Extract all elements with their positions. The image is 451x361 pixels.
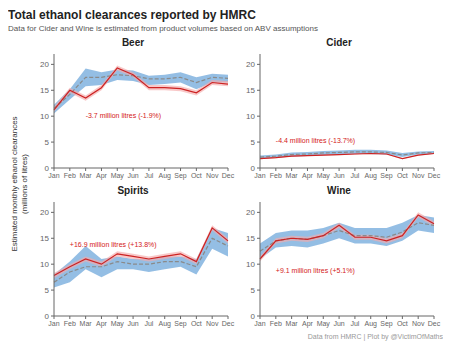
svg-text:May: May	[111, 320, 125, 328]
svg-text:Mar: Mar	[80, 320, 93, 327]
svg-text:Nov: Nov	[206, 320, 219, 327]
svg-text:Jul: Jul	[144, 172, 153, 179]
svg-text:Aug: Aug	[364, 320, 377, 328]
svg-text:0: 0	[45, 312, 50, 321]
svg-text:Dec: Dec	[222, 172, 235, 179]
svg-text:Jul: Jul	[350, 320, 359, 327]
svg-text:Feb: Feb	[270, 320, 282, 327]
svg-text:15: 15	[40, 86, 49, 95]
svg-text:5: 5	[251, 138, 256, 147]
svg-text:Dec: Dec	[222, 320, 235, 327]
html-text:Data for Cider and Wine is est: Data for Cider and Wine is estimated fro…	[8, 24, 318, 33]
svg-text:5: 5	[251, 286, 256, 295]
svg-text:Apr: Apr	[302, 320, 314, 328]
svg-text:Apr: Apr	[96, 172, 108, 180]
svg-text:Feb: Feb	[270, 172, 282, 179]
svg-text:Mar: Mar	[80, 172, 93, 179]
html-text:Beer: Beer	[121, 37, 145, 48]
svg-text:10: 10	[40, 260, 49, 269]
svg-text:May: May	[111, 172, 125, 180]
svg-text:15: 15	[246, 86, 255, 95]
svg-text:0: 0	[45, 164, 50, 173]
svg-text:10: 10	[40, 112, 49, 121]
svg-text:Jan: Jan	[48, 172, 59, 179]
svg-text:Feb: Feb	[64, 320, 76, 327]
svg-text:Mar: Mar	[286, 320, 299, 327]
svg-text:5: 5	[45, 138, 50, 147]
svg-text:20: 20	[40, 60, 49, 69]
svg-text:Apr: Apr	[302, 172, 314, 180]
svg-text:5: 5	[45, 286, 50, 295]
svg-text:Aug: Aug	[364, 172, 377, 180]
svg-text:10: 10	[246, 260, 255, 269]
svg-text:Nov: Nov	[206, 172, 219, 179]
svg-text:20: 20	[40, 208, 49, 217]
svg-text:Jun: Jun	[333, 172, 344, 179]
svg-text:Sep: Sep	[380, 320, 393, 328]
svg-text:Mar: Mar	[286, 172, 299, 179]
svg-text:Apr: Apr	[96, 320, 108, 328]
svg-text:Nov: Nov	[412, 320, 425, 327]
svg-text:May: May	[317, 320, 331, 328]
svg-text:Jan: Jan	[48, 320, 59, 327]
svg-text:Dec: Dec	[428, 320, 441, 327]
svg-text:0: 0	[251, 312, 256, 321]
svg-text:15: 15	[246, 234, 255, 243]
svg-text:10: 10	[246, 112, 255, 121]
svg-text:Jan: Jan	[254, 172, 265, 179]
svg-text:Sep: Sep	[174, 320, 187, 328]
svg-text:Oct: Oct	[397, 320, 408, 327]
svg-text:May: May	[317, 172, 331, 180]
html-text:Cider: Cider	[326, 37, 352, 48]
svg-text:-4.4 million litres (-13.7%): -4.4 million litres (-13.7%)	[276, 137, 355, 145]
svg-text:Aug: Aug	[158, 320, 171, 328]
svg-text:+9.1 million litres (+5.1%): +9.1 million litres (+5.1%)	[276, 267, 355, 275]
svg-text:Jan: Jan	[254, 320, 265, 327]
svg-text:20: 20	[246, 60, 255, 69]
svg-text:Sep: Sep	[174, 172, 187, 180]
svg-text:Dec: Dec	[428, 172, 441, 179]
svg-text:Oct: Oct	[191, 172, 202, 179]
svg-text:Jul: Jul	[144, 320, 153, 327]
svg-text:Jun: Jun	[333, 320, 344, 327]
svg-text:Estimated monthly ethanol clea: Estimated monthly ethanol clearances(mil…	[10, 116, 29, 251]
svg-text:Jun: Jun	[127, 320, 138, 327]
html-text:Spirits: Spirits	[117, 185, 149, 196]
svg-text:Aug: Aug	[158, 172, 171, 180]
html-text:Total ethanol clearances repor: Total ethanol clearances reported by HMR…	[8, 8, 256, 22]
svg-text:Jul: Jul	[350, 172, 359, 179]
svg-text:Jun: Jun	[127, 172, 138, 179]
svg-text:20: 20	[246, 208, 255, 217]
svg-text:Oct: Oct	[191, 320, 202, 327]
svg-text:Nov: Nov	[412, 172, 425, 179]
svg-text:-3.7 million litres (-1.9%): -3.7 million litres (-1.9%)	[86, 112, 161, 120]
svg-text:Sep: Sep	[380, 172, 393, 180]
svg-text:15: 15	[40, 234, 49, 243]
svg-text:Feb: Feb	[64, 172, 76, 179]
svg-text:+16.9 million litres (+13.8%): +16.9 million litres (+13.8%)	[70, 241, 157, 249]
html-text:Wine: Wine	[327, 185, 351, 196]
svg-text:0: 0	[251, 164, 256, 173]
html-text:Data from HMRC | Plot by @Vict: Data from HMRC | Plot by @VictimOfMaths	[307, 333, 443, 340]
svg-text:Oct: Oct	[397, 172, 408, 179]
